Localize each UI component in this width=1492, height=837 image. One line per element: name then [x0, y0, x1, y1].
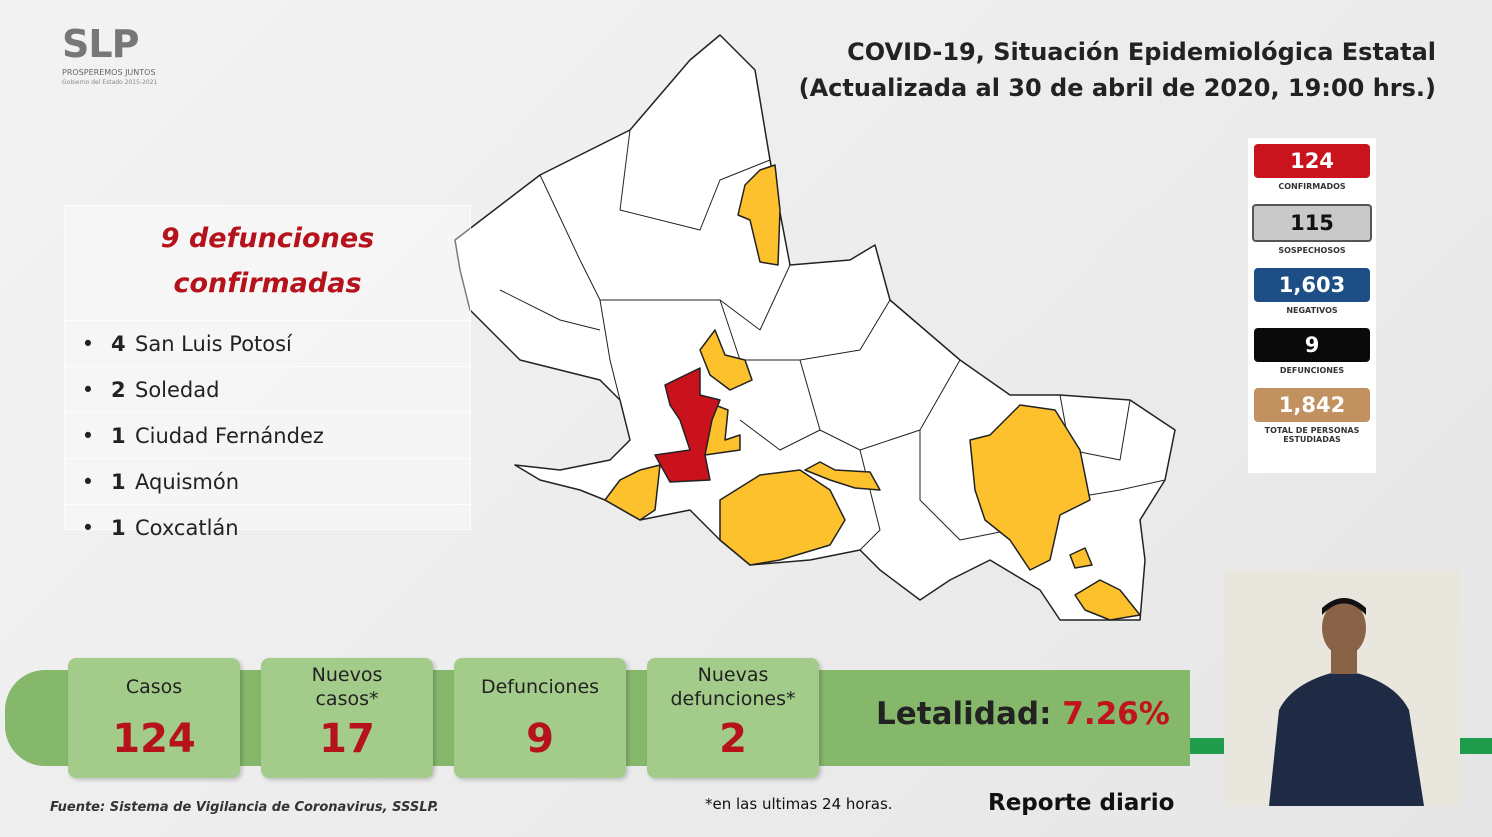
- death-count: 4: [111, 331, 126, 356]
- stat-card: Defunciones 9: [454, 658, 626, 778]
- municipality: Soledad: [135, 377, 220, 402]
- logo-slogan: PROSPEREMOS JUNTOS: [62, 68, 156, 77]
- summary-label: SOSPECHOSOS: [1278, 246, 1346, 255]
- source: Fuente: Sistema de Vigilancia de Coronav…: [50, 800, 439, 815]
- card-label: Defunciones: [480, 676, 600, 698]
- municipality: San Luis Potosí: [135, 331, 292, 356]
- bullet: •: [81, 423, 95, 448]
- death-item: • 1 Coxcatlán: [65, 504, 470, 550]
- card-value: 124: [112, 716, 196, 762]
- stat-card: Nuevos casos* 17: [261, 658, 433, 778]
- card-value: 17: [319, 716, 375, 762]
- municipalities-with-cases: [604, 164, 1141, 621]
- interpreter-video: [1224, 570, 1460, 806]
- stat-card: Nuevas defunciones* 2: [647, 658, 819, 778]
- report: Reporte diario: [988, 790, 1175, 816]
- title: COVID-19, Situación Epidemiológica Estat…: [847, 38, 1436, 66]
- logo-mark: SLP: [62, 22, 139, 66]
- summary-value: 9: [1254, 328, 1370, 362]
- summary-label: TOTAL DE PERSONAS ESTUDIADAS: [1264, 426, 1360, 444]
- stat-card: Casos 124: [68, 658, 240, 778]
- card-value: 9: [526, 716, 554, 762]
- heading-line: confirmadas: [173, 268, 362, 299]
- summary-value: 124: [1254, 144, 1370, 178]
- lethality-value: 7.26%: [1062, 696, 1170, 732]
- death-count: 1: [111, 469, 126, 494]
- interpreter-head: [1322, 600, 1366, 656]
- bullet: •: [81, 469, 95, 494]
- summary-label: CONFIRMADOS: [1278, 182, 1346, 191]
- deaths-panel: 9 defunciones confirmadas • 4 San Luis Poto…: [64, 205, 471, 540]
- deaths-list: • 4 San Luis Potosí • 2 Soledad • 1 Ciudad Ferná…: [65, 320, 470, 550]
- summary-value: 1,603: [1254, 268, 1370, 302]
- death-item: • 4 San Luis Potosí: [65, 320, 470, 366]
- death-item: • 2 Soledad: [65, 366, 470, 412]
- municipality: Coxcatlán: [135, 515, 239, 540]
- summary-label: DEFUNCIONES: [1279, 366, 1345, 375]
- municipalities-with-deaths: [654, 367, 721, 483]
- bullet: •: [81, 515, 95, 540]
- card-value: 2: [719, 716, 747, 762]
- card-label: Nuevas defunciones*: [670, 664, 796, 710]
- death-count: 2: [111, 377, 126, 402]
- summary-box: 124 CONFIRMADOS 115 SOSPECHOSOS 1,603 NEGATIV…: [1248, 138, 1376, 473]
- summary-value: 115: [1252, 204, 1372, 242]
- heading-line: 9 defunciones: [160, 223, 375, 254]
- lethality-label: Letalidad:: [876, 696, 1052, 732]
- summary-label: NEGATIVOS: [1286, 306, 1338, 315]
- municipality: Ciudad Fernández: [135, 423, 324, 448]
- subtitle: (Actualizada al 30 de abril de 2020, 19:…: [798, 74, 1436, 102]
- logo-government: Gobierno del Estado 2015-2021: [62, 79, 158, 86]
- death-count: 1: [111, 515, 126, 540]
- interpreter-body: [1269, 670, 1424, 806]
- municipality: Aquismón: [135, 469, 240, 494]
- interpreter-hair: [1322, 598, 1366, 615]
- death-item: • 1 Ciudad Fernández: [65, 412, 470, 458]
- note: *en las ultimas 24 horas.: [705, 795, 893, 813]
- bullet: •: [81, 377, 95, 402]
- bullet: •: [81, 331, 95, 356]
- deaths-heading: 9 defunciones confirmadas: [65, 216, 470, 306]
- lethality: Letalidad: 7.26%: [876, 696, 1170, 732]
- death-item: • 1 Aquismón: [65, 458, 470, 504]
- card-label: Casos: [125, 676, 183, 698]
- card-label: Nuevos casos*: [311, 664, 383, 710]
- summary-value: 1,842: [1254, 388, 1370, 422]
- death-count: 1: [111, 423, 126, 448]
- header: COVID-19, Situación Epidemiológica Estat…: [799, 34, 1436, 106]
